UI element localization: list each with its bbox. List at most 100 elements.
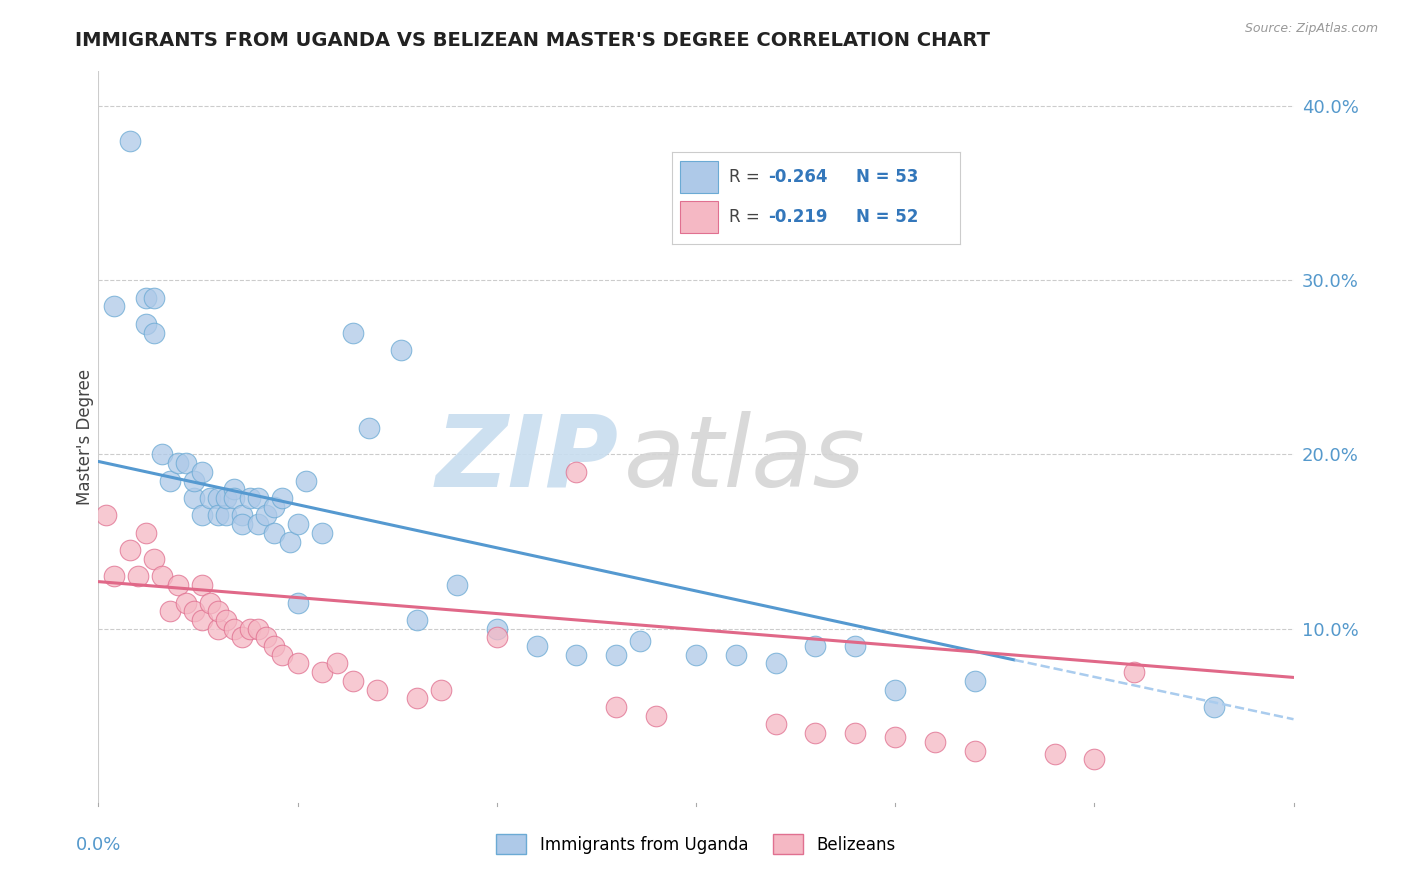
Point [183,474,205,488]
Point [167,578,190,592]
Point [159,474,181,488]
Bar [681,161,717,194]
Point [103,300,125,314]
Point [263,639,285,653]
Point [183,604,205,618]
Text: ZIP: ZIP [436,410,619,508]
Point [207,622,229,636]
Point [183,491,205,505]
Point [254,508,277,523]
Point [263,525,285,540]
Point [222,491,245,505]
Point [765,717,787,731]
Point [446,578,468,592]
Point [924,735,946,749]
Point [198,491,221,505]
Point [565,465,588,479]
Point [724,648,747,662]
Point [287,595,309,609]
Point [884,682,907,697]
Point [135,291,157,305]
Point [167,456,190,470]
Y-axis label: Master's Degree: Master's Degree [76,369,94,505]
Point [485,622,508,636]
Point [198,595,221,609]
Point [1083,752,1105,766]
Point [1123,665,1146,680]
Point [366,682,388,697]
Point [1202,700,1225,714]
Point [174,595,197,609]
Point [430,682,453,697]
Point [326,657,349,671]
Point [191,508,214,523]
Point [207,508,229,523]
Point [963,743,986,757]
Point [103,569,125,583]
Point [127,569,149,583]
Point [278,534,301,549]
Point [239,622,262,636]
Text: N = 53: N = 53 [856,169,918,186]
Point [844,726,866,740]
Point [191,578,214,592]
Point [135,525,157,540]
Point [765,657,787,671]
Point [254,631,277,645]
Text: R =: R = [730,208,765,226]
Point [231,508,253,523]
Point [215,613,238,627]
Bar [681,201,717,234]
Point [628,633,651,648]
Text: -0.219: -0.219 [768,208,828,226]
Text: IMMIGRANTS FROM UGANDA VS BELIZEAN MASTER'S DEGREE CORRELATION CHART: IMMIGRANTS FROM UGANDA VS BELIZEAN MASTE… [75,31,990,50]
Text: Source: ZipAtlas.com: Source: ZipAtlas.com [1244,22,1378,36]
Point [174,456,197,470]
Point [963,673,986,688]
Text: -0.264: -0.264 [768,169,828,186]
Point [389,343,412,357]
Point [342,673,364,688]
Legend: Immigrants from Uganda, Belizeans: Immigrants from Uganda, Belizeans [489,828,903,860]
Point [150,448,173,462]
Point [96,508,118,523]
Point [159,604,181,618]
Point [246,491,269,505]
Point [222,622,245,636]
Point [191,613,214,627]
Point [143,326,166,340]
Text: atlas: atlas [624,410,866,508]
Text: N = 52: N = 52 [856,208,918,226]
Point [406,613,429,627]
Point [406,691,429,706]
Point [294,474,316,488]
Point [287,517,309,532]
Point [239,491,262,505]
Point [207,491,229,505]
Point [270,648,292,662]
Point [605,700,627,714]
Point [120,543,142,558]
Point [645,708,668,723]
Point [150,569,173,583]
Point [246,517,269,532]
Point [844,639,866,653]
Point [565,648,588,662]
Point [485,631,508,645]
Point [207,604,229,618]
Point [311,665,333,680]
Point [804,726,827,740]
Point [191,465,214,479]
Point [143,291,166,305]
Point [311,525,333,540]
Point [246,622,269,636]
Point [263,500,285,514]
Point [342,326,364,340]
Point [222,483,245,497]
Point [1043,747,1066,761]
Point [526,639,548,653]
Text: 0.0%: 0.0% [76,836,121,854]
Point [120,134,142,148]
Point [215,508,238,523]
Point [135,317,157,331]
